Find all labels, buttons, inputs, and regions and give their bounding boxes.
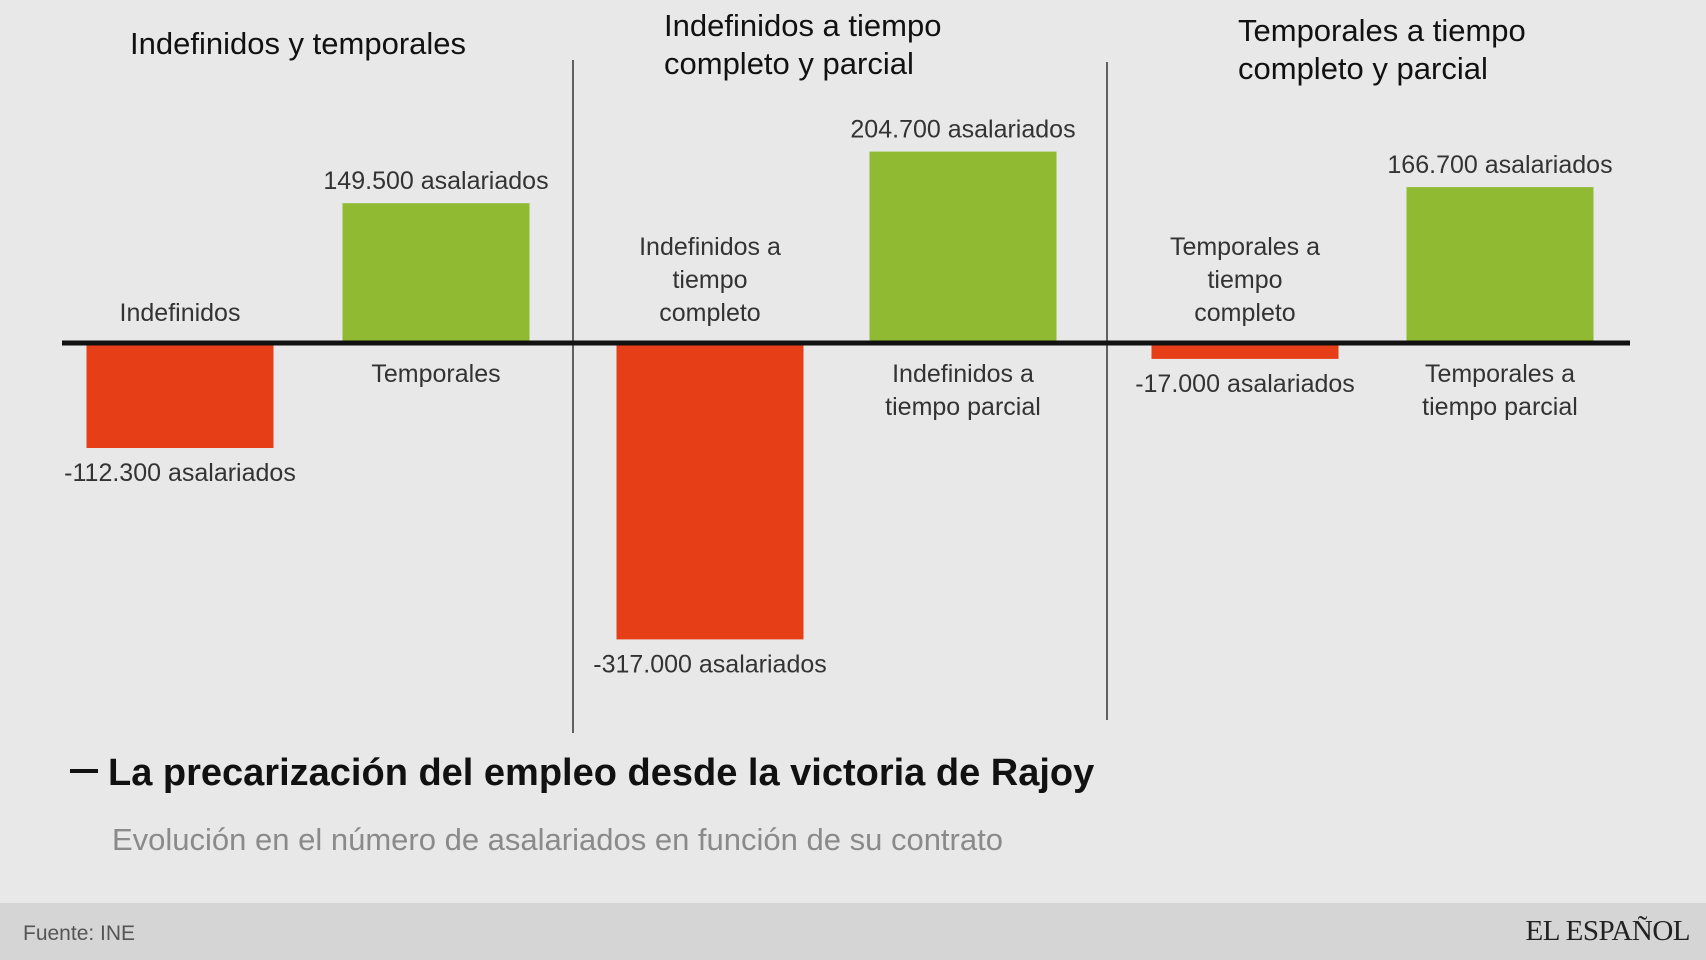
chart-title-text: La precarización del empleo desde la vic…	[108, 752, 1095, 794]
bar	[1406, 187, 1594, 343]
category-label: Indefinidos a tiempo parcial	[885, 360, 1041, 421]
category-label: Temporales a tiempo parcial	[1422, 360, 1578, 421]
category-label-line: Indefinidos a	[639, 233, 781, 261]
category-label-line: Temporales a	[1170, 233, 1320, 261]
panel-title-line: Temporales a tiempo	[1238, 13, 1526, 48]
panel-title: Indefinidos a tiempo completo y parcial	[664, 8, 941, 81]
bar	[1151, 343, 1339, 359]
panel-title: Indefinidos y temporales	[130, 26, 466, 61]
panel-title: Temporales a tiempo completo y parcial	[1238, 13, 1526, 86]
source-note: Fuente: INE	[23, 922, 136, 945]
panel-title-line: Indefinidos y temporales	[130, 26, 466, 61]
bar	[869, 151, 1057, 343]
chart-subtitle: Evolución en el número de asalariados en…	[112, 822, 1003, 857]
category-label-line: tiempo	[672, 266, 747, 294]
category-label: Indefinidos a tiempo completo	[639, 233, 781, 327]
category-label: Temporales a tiempo completo	[1170, 233, 1320, 327]
publisher-logo: EL ESPAÑOL	[1525, 915, 1691, 947]
category-label-line: completo	[659, 299, 760, 327]
panel-title-line: completo y parcial	[664, 46, 914, 81]
data-label: -112.300 asalariados	[64, 459, 296, 487]
bar	[616, 343, 804, 640]
title-dash	[70, 768, 98, 773]
category-label-line: Indefinidos	[120, 299, 241, 327]
bar	[342, 203, 530, 343]
bar	[86, 343, 274, 449]
category-label-line: tiempo parcial	[885, 393, 1041, 421]
category-label-line: completo	[1194, 299, 1295, 327]
panel-title-line: Indefinidos a tiempo	[664, 8, 941, 43]
category-label: Indefinidos	[120, 299, 241, 327]
data-label: -17.000 asalariados	[1135, 370, 1355, 398]
data-label: -317.000 asalariados	[593, 650, 827, 678]
data-label: 204.700 asalariados	[850, 116, 1075, 144]
panel-title-line: completo y parcial	[1238, 51, 1488, 86]
category-label-line: Temporales	[371, 360, 500, 388]
chart-title: La precarización del empleo desde la vic…	[70, 752, 1094, 795]
category-label-line: Indefinidos a	[892, 360, 1034, 388]
data-label: 166.700 asalariados	[1387, 151, 1612, 179]
footer-bar: Fuente: INE EL ESPAÑOL	[0, 903, 1706, 960]
bar-chart: Indefinidos y temporales -112.300 asalari…	[62, 8, 1630, 733]
category-label-line: Temporales a	[1425, 360, 1575, 388]
category-label: Temporales	[371, 360, 500, 388]
data-label: 149.500 asalariados	[323, 167, 548, 195]
category-label-line: tiempo parcial	[1422, 393, 1578, 421]
category-label-line: tiempo	[1207, 266, 1282, 294]
